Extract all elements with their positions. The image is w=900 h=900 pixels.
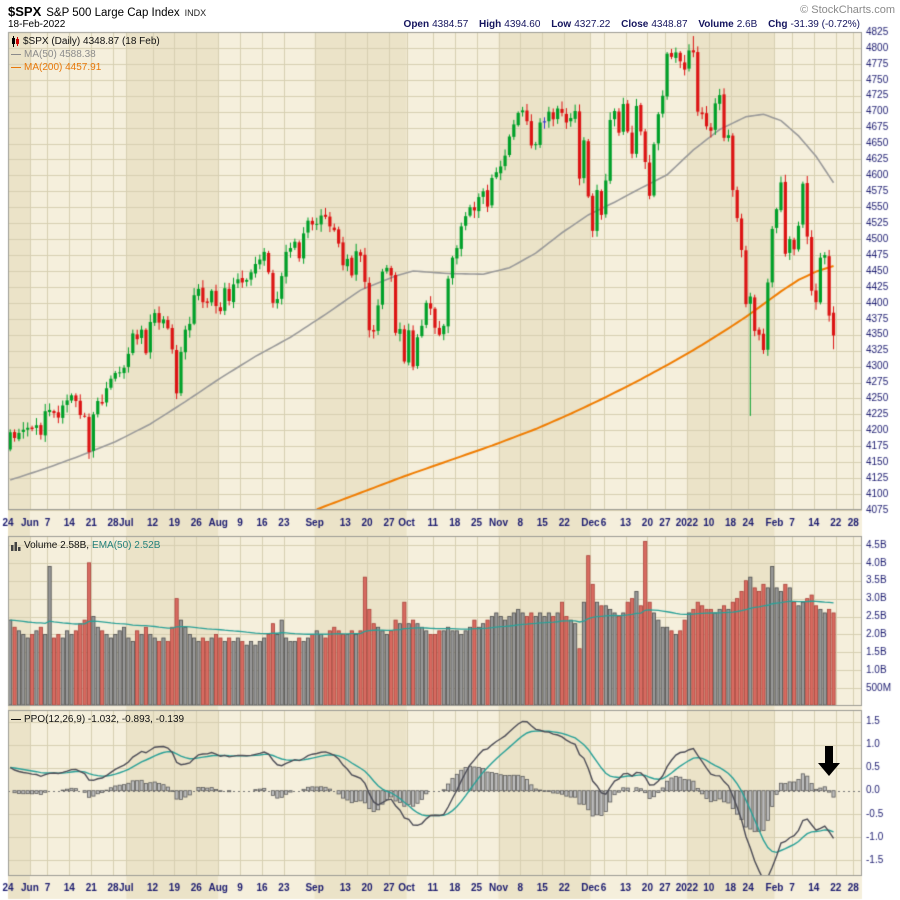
ma50-legend: — MA(50) 4588.38 [11, 48, 160, 61]
quote-volume-value: 2.6B [736, 19, 758, 30]
quote-close-value: 4348.87 [651, 19, 688, 30]
price-legend: $SPX (Daily) 4348.87 (18 Feb) — MA(50) 4… [11, 35, 160, 74]
volume-legend-label: Volume 2.58B, [24, 540, 90, 551]
exchange: INDX [184, 8, 207, 18]
quote-open-value: 4384.57 [432, 19, 469, 30]
quote-volume-label: Volume [698, 19, 734, 30]
quote-high-label: High [479, 19, 502, 30]
quote-high-value: 4394.60 [504, 19, 541, 30]
ma50-line-icon: — [11, 49, 21, 60]
quote-close-label: Close [621, 19, 649, 30]
ppo-legend-label: PPO(12,26,9) -1.032, -0.893, -0.139 [24, 714, 185, 725]
arrow-head [818, 763, 840, 776]
index-name: S&P 500 Large Cap Index [46, 7, 180, 19]
quote-low-value: 4327.22 [574, 19, 611, 30]
quote-line: Open 4384.57 High 4394.60 Low 4327.22 Close… [404, 19, 860, 30]
ma200-line-icon: — [11, 62, 21, 73]
chart-subheader: 18-Feb-2022 Open 4384.57 High 4394.60 Low 4… [8, 19, 860, 32]
quote-low-label: Low [551, 19, 572, 30]
arrow-shaft [825, 746, 833, 763]
histogram-icon [11, 541, 21, 551]
ppo-annotation-arrow [818, 746, 840, 776]
ma50-legend-label: MA(50) 4588.38 [24, 49, 96, 60]
candlestick-icon [11, 36, 20, 47]
ppo-legend-main: — PPO(12,26,9) -1.032, -0.893, -0.139 [11, 713, 184, 726]
quote-chg-value: -31.39 (-0.72%) [790, 19, 860, 30]
price-legend-label: $SPX (Daily) 4348.87 (18 Feb) [23, 36, 160, 47]
chart-date: 18-Feb-2022 [8, 19, 66, 30]
ma200-legend: — MA(200) 4457.91 [11, 61, 160, 74]
symbol: $SPX [8, 4, 42, 19]
volume-legend: Volume 2.58B, EMA(50) 2.52B [11, 539, 160, 552]
copyright-link[interactable]: © StockCharts.com [800, 4, 895, 16]
ppo-line-icon: — [11, 714, 21, 725]
volume-legend-main: Volume 2.58B, EMA(50) 2.52B [11, 539, 160, 552]
quote-chg-label: Chg [768, 19, 788, 30]
ma200-legend-label: MA(200) 4457.91 [24, 62, 102, 73]
chart-header: $SPX S&P 500 Large Cap Index INDX © StockC… [8, 3, 895, 19]
ppo-legend: — PPO(12,26,9) -1.032, -0.893, -0.139 [11, 713, 184, 726]
quote-open-label: Open [403, 19, 430, 30]
price-legend-main: $SPX (Daily) 4348.87 (18 Feb) [11, 35, 160, 48]
volume-ema-label: EMA(50) 2.52B [92, 540, 161, 551]
